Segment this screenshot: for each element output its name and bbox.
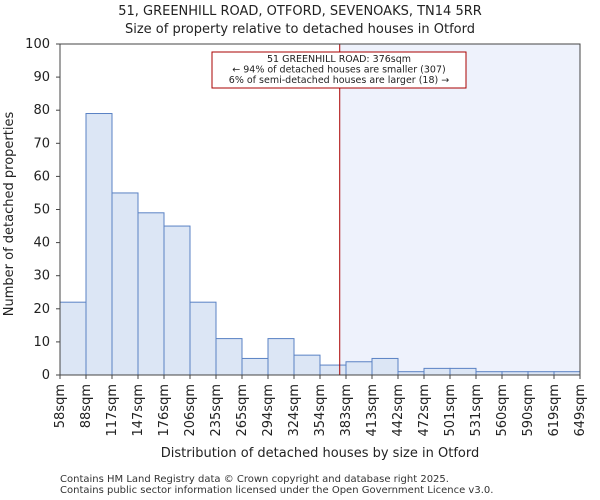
x-tick-label: 354sqm [313,384,328,437]
y-tick-label: 0 [42,368,50,383]
bar [241,357,269,376]
y-tick-label: 80 [33,103,50,118]
bar [59,301,87,376]
bar [137,212,165,376]
bar [111,192,139,376]
x-tick-label: 324sqm [287,384,302,437]
bar [449,367,477,376]
highlight-region [339,44,580,375]
annotation-line: 6% of semi-detached houses are larger (1… [229,75,449,86]
x-tick-label: 531sqm [469,384,484,437]
bar [319,364,347,376]
x-tick-label: 294sqm [261,384,276,437]
chart-subtitle: Size of property relative to detached ho… [125,22,475,37]
annotation-line: 51 GREENHILL ROAD: 376sqm [267,54,411,65]
y-tick-label: 20 [33,302,50,317]
x-axis-label: Distribution of detached houses by size … [161,446,479,461]
x-tick-label: 619sqm [547,384,562,437]
y-tick-label: 30 [33,269,50,284]
y-tick-label: 90 [33,70,50,85]
x-tick-label: 383sqm [339,384,354,437]
x-tick-label: 176sqm [157,384,172,437]
annotation-box [211,51,467,89]
y-tick-label: 60 [33,169,50,184]
y-tick-label: 70 [33,136,50,151]
bar [163,225,191,376]
x-tick-label: 649sqm [573,384,588,437]
x-tick-label: 88sqm [79,384,94,428]
footer-line-2: Contains public sector information licen… [60,485,494,496]
x-tick-label: 413sqm [365,384,380,437]
footer-line-1: Contains HM Land Registry data © Crown c… [60,474,449,485]
chart-title: 51, GREENHILL ROAD, OTFORD, SEVENOAKS, T… [118,4,482,19]
bar [215,338,243,376]
bar [345,361,373,376]
x-tick-label: 560sqm [495,384,510,437]
y-tick-label: 10 [33,335,50,350]
bar [423,367,451,376]
y-tick-label: 40 [33,236,50,251]
y-axis-label: Number of detached properties [2,112,17,317]
y-tick-label: 100 [25,37,50,52]
bar [371,357,399,376]
annotation-line: ← 94% of detached houses are smaller (30… [232,65,445,76]
x-tick-label: 58sqm [53,384,68,428]
x-tick-label: 147sqm [131,384,146,437]
x-tick-label: 235sqm [209,384,224,437]
bar [293,354,321,376]
x-tick-label: 206sqm [183,384,198,437]
x-tick-label: 590sqm [521,384,536,437]
bar [267,338,295,376]
x-tick-label: 117sqm [105,384,120,437]
x-tick-label: 442sqm [391,384,406,437]
x-tick-label: 265sqm [235,384,250,437]
x-tick-label: 472sqm [417,384,432,437]
y-tick-label: 50 [33,203,50,218]
x-tick-label: 501sqm [443,384,458,437]
bar [85,113,113,376]
bar [189,301,217,376]
